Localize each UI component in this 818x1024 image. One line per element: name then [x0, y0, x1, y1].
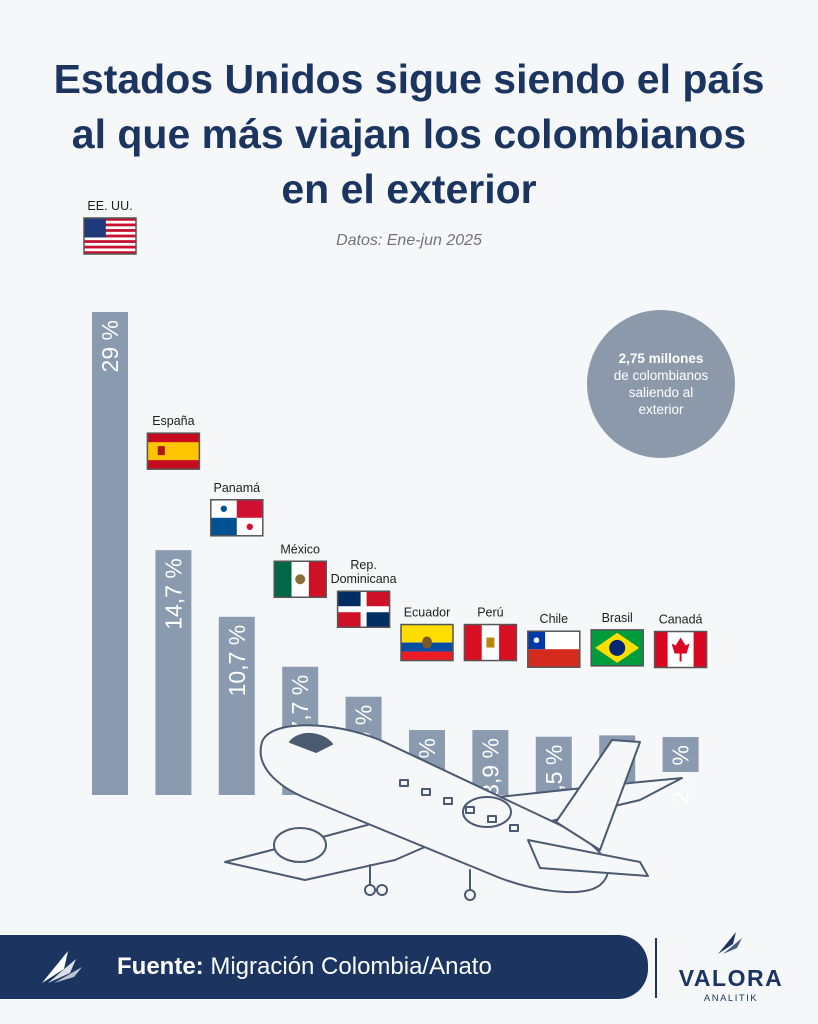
category-label-canada: Canadá — [659, 613, 703, 627]
valora-brand-mark-icon — [718, 932, 742, 954]
flag-spain-icon — [146, 432, 201, 470]
category-label-spain: España — [152, 414, 194, 428]
category-label-dominican-republic-1: Rep. — [350, 558, 376, 572]
category-label-mexico: México — [280, 542, 320, 556]
brand-subtitle: ANALITIK — [703, 993, 759, 1004]
category-label-panama: Panamá — [214, 481, 261, 495]
bar-chile — [535, 736, 572, 795]
flag-chile-icon — [527, 630, 581, 668]
category-label-usa: EE. UU. — [87, 199, 132, 213]
title-line-1: Estados Unidos sigue siendo el país — [53, 56, 765, 102]
footer-bar: Fuente: Migración Colombia/Anato — [0, 935, 648, 999]
info-circle: 2,75 millones de colombianos saliendo al… — [587, 310, 735, 458]
footer-divider — [655, 938, 657, 998]
category-label-chile: Chile — [540, 612, 569, 626]
flag-usa-icon — [83, 217, 137, 255]
bar-panama — [218, 616, 255, 795]
value-label-panama: 10,7 % — [224, 625, 250, 697]
brand-name: VALORA — [678, 965, 784, 991]
category-label-peru: Perú — [477, 606, 503, 620]
bar-canada — [662, 737, 699, 772]
bar-chart: 29 % EE. UU. 14,7 % España 10,7 % Panamá 7,7 %… — [83, 199, 708, 901]
bar-peru — [472, 730, 509, 795]
source-note: Fuente: Migración Colombia/Anato — [117, 935, 492, 999]
flag-brazil-icon — [590, 629, 644, 667]
value-label-usa: 29 % — [97, 320, 123, 372]
chart-subtitle: Datos: Ene-jun 2025 — [336, 232, 482, 249]
flag-panama-icon — [210, 499, 264, 537]
flag-dominican-republic-icon — [336, 590, 391, 628]
airplane-illustration — [224, 724, 683, 901]
category-label-ecuador: Ecuador — [404, 606, 451, 620]
flag-mexico-icon — [273, 560, 327, 599]
source-label: Fuente: — [117, 953, 204, 980]
flag-ecuador-icon — [400, 623, 454, 662]
source-text: Migración Colombia/Anato — [210, 953, 492, 980]
info-circle-total: 2,75 millones — [618, 351, 704, 366]
info-circle-caption: de colombianos saliendo al exterior — [613, 368, 709, 417]
value-label-spain: 14,7 % — [160, 558, 186, 630]
brand-block: VALORA ANALITIK — [676, 930, 786, 1004]
flag-canada-icon — [653, 630, 708, 669]
value-label-mexico: 7,7 % — [287, 675, 313, 734]
bar-spain — [155, 550, 192, 795]
flag-peru-icon — [463, 623, 518, 662]
title-line-2: al que más viajan los colombianos — [71, 111, 747, 157]
category-label-brazil: Brasil — [602, 611, 633, 625]
page-title: Estados Unidos sigue siendo el país al q… — [0, 52, 818, 217]
category-label-dominican-republic-2: Dominicana — [331, 572, 397, 586]
valora-logo-icon — [42, 951, 82, 983]
value-label-canada: 2,1 % — [668, 745, 694, 804]
bar-usa — [92, 312, 128, 795]
title-line-3: en el exterior — [281, 166, 537, 212]
